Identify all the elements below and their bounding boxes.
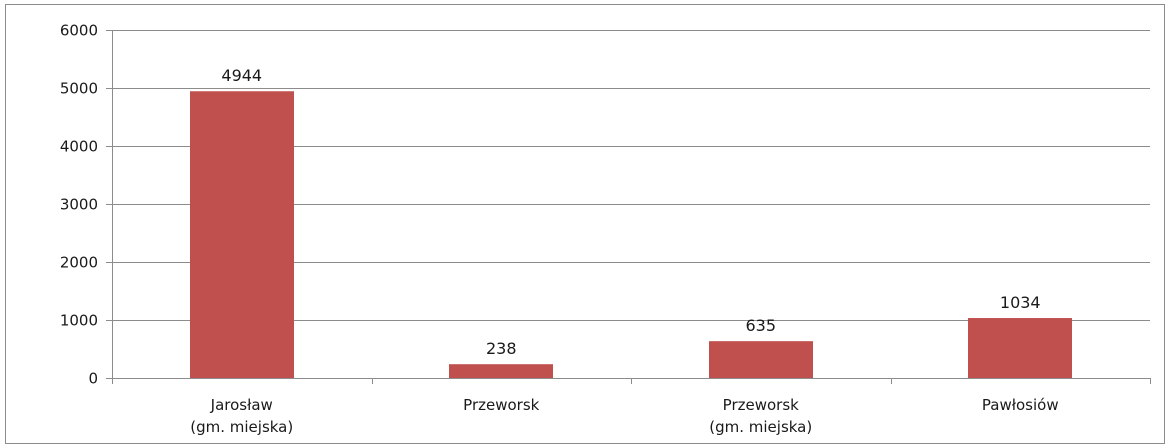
- y-tick-label: 0: [88, 370, 98, 388]
- y-tick-label: 2000: [60, 254, 98, 272]
- x-tick-label: Pawłosiów: [982, 396, 1059, 414]
- data-label: 1034: [1000, 293, 1041, 312]
- bar: [709, 341, 813, 378]
- x-tick-label: Jarosław: [210, 396, 273, 414]
- x-tick-label: Przeworsk: [723, 396, 799, 414]
- y-tick-label: 1000: [60, 312, 98, 330]
- data-label: 4944: [221, 66, 262, 85]
- bar: [449, 364, 553, 378]
- data-label: 635: [745, 316, 776, 335]
- y-tick-label: 3000: [60, 196, 98, 214]
- y-tick-label: 5000: [60, 80, 98, 98]
- labels: 0 1000 2000 3000 4000 5000 6000 4944 Jarosław (gm…: [60, 22, 1059, 437]
- y-tick-label: 6000: [60, 22, 98, 40]
- x-tick-label: Przeworsk: [463, 396, 539, 414]
- y-tick-label: 4000: [60, 138, 98, 156]
- bar: [190, 91, 294, 379]
- data-label: 238: [486, 339, 517, 358]
- axes: [106, 30, 1151, 384]
- x-tick-label: (gm. miejska): [190, 418, 293, 436]
- bars: [190, 91, 1072, 379]
- bar: [968, 318, 1072, 378]
- x-tick-label: (gm. miejska): [709, 418, 812, 436]
